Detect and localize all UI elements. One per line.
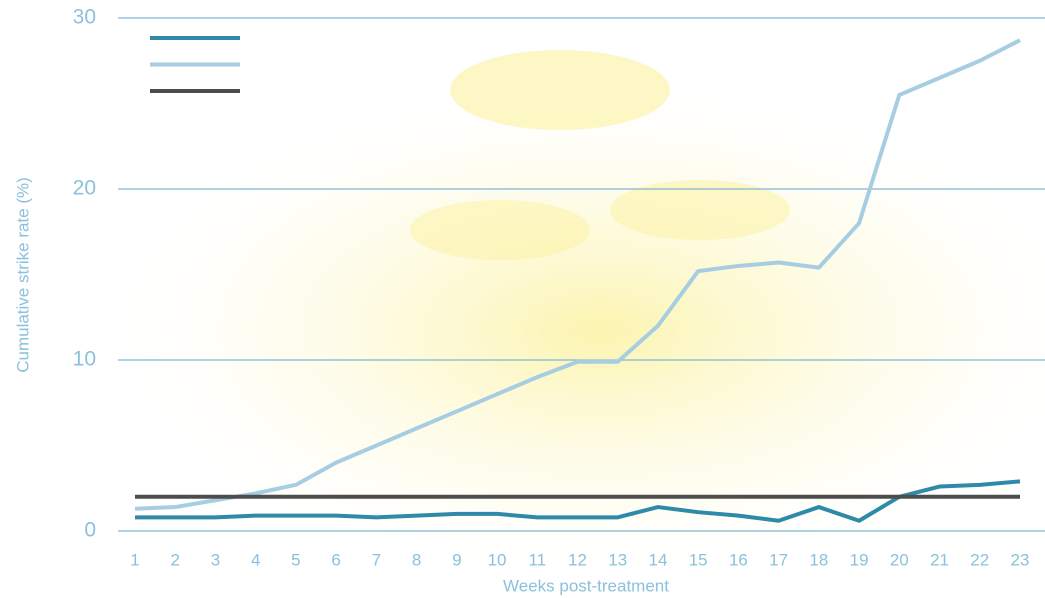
y-tick-label: 0 — [84, 519, 96, 542]
legend-label: 2% strike rate — [254, 82, 346, 99]
legend-label: CLIK — [254, 29, 287, 46]
x-tick-label: 2 — [170, 550, 179, 569]
legend-label: Untreated Control — [254, 55, 372, 72]
x-tick-label: 8 — [412, 550, 421, 569]
x-tick-label: 15 — [689, 550, 708, 569]
data-line — [135, 479, 1021, 523]
x-tick-label: 7 — [372, 550, 381, 569]
x-tick-label: 18 — [809, 550, 828, 569]
y-axis-label: Cumulative strike rate (%) — [13, 177, 32, 373]
data-line — [134, 38, 1021, 511]
x-tick-label: 12 — [568, 550, 587, 569]
x-tick-label: 4 — [251, 550, 260, 569]
background-image — [120, 90, 1045, 570]
x-tick-label: 1 — [130, 550, 139, 569]
x-tick-label: 22 — [970, 550, 989, 569]
x-tick-label: 23 — [1011, 550, 1030, 569]
background-image — [610, 180, 790, 240]
background-image — [410, 200, 590, 260]
x-tick-label: 21 — [930, 550, 949, 569]
background-image — [450, 50, 670, 130]
x-axis-label: Weeks post-treatment — [503, 576, 669, 595]
x-tick-label: 20 — [890, 550, 909, 569]
x-tick-label: 10 — [488, 550, 507, 569]
x-tick-label: 3 — [211, 550, 220, 569]
x-tick-label: 14 — [648, 550, 667, 569]
x-tick-label: 19 — [850, 550, 869, 569]
x-tick-label: 5 — [291, 550, 300, 569]
x-tick-label: 11 — [528, 550, 546, 569]
x-tick-label: 13 — [608, 550, 627, 569]
x-tick-label: 17 — [769, 550, 788, 569]
x-tick-label: 16 — [729, 550, 748, 569]
x-tick-label: 6 — [331, 550, 340, 569]
y-tick-label: 20 — [73, 177, 96, 200]
y-tick-label: 10 — [73, 348, 96, 371]
y-tick-label: 30 — [73, 6, 96, 29]
x-tick-label: 9 — [452, 550, 461, 569]
